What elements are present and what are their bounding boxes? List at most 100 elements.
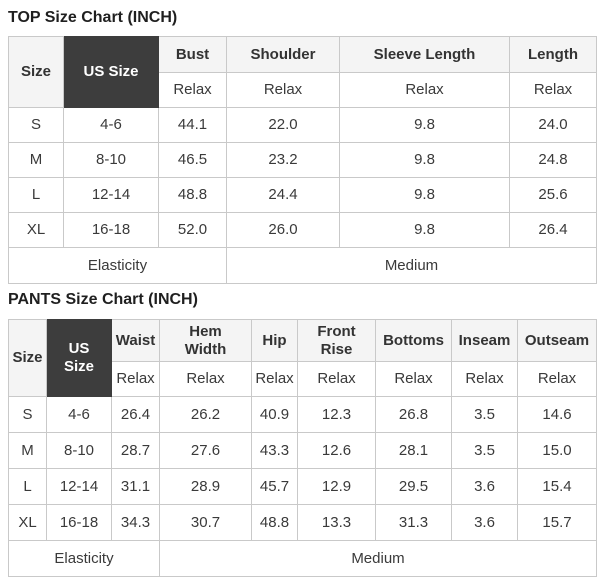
value-cell: 48.8	[251, 504, 298, 541]
pants-row-m: M 8-10 28.7 27.6 43.3 12.6 28.1 3.5 15.0	[8, 432, 597, 469]
us-size-cell: 8-10	[46, 432, 112, 469]
relax-cell: Relax	[297, 361, 376, 397]
elasticity-value-cell: Medium	[226, 247, 597, 284]
relax-cell: Relax	[159, 361, 252, 397]
value-cell: 52.0	[158, 212, 227, 248]
value-cell: 12.9	[297, 468, 376, 505]
us-size-cell: 12-14	[46, 468, 112, 505]
pants-col-header-front-rise: Front Rise	[297, 319, 376, 362]
size-cell: S	[8, 107, 64, 143]
top-col-header-size: Size	[8, 36, 64, 108]
value-cell: 29.5	[375, 468, 452, 505]
top-row-l: L 12-14 48.8 24.4 9.8 25.6	[8, 177, 597, 213]
relax-cell: Relax	[451, 361, 518, 397]
value-cell: 14.6	[517, 396, 597, 433]
value-cell: 26.4	[509, 212, 597, 248]
value-cell: 46.5	[158, 142, 227, 178]
pants-relax-row: Relax Relax Relax Relax Relax Relax Rela…	[9, 361, 597, 397]
value-cell: 24.0	[509, 107, 597, 143]
top-col-header-length: Length	[509, 36, 597, 73]
relax-cell: Relax	[111, 361, 160, 397]
us-size-cell: 4-6	[46, 396, 112, 433]
value-cell: 3.6	[451, 504, 518, 541]
size-cell: XL	[8, 212, 64, 248]
relax-cell: Relax	[509, 72, 597, 108]
value-cell: 26.4	[111, 396, 160, 433]
size-cell: M	[8, 432, 47, 469]
value-cell: 12.3	[297, 396, 376, 433]
relax-cell: Relax	[517, 361, 597, 397]
value-cell: 9.8	[339, 212, 510, 248]
value-cell: 15.0	[517, 432, 597, 469]
value-cell: 9.8	[339, 107, 510, 143]
value-cell: 3.5	[451, 396, 518, 433]
us-size-cell: 12-14	[63, 177, 159, 213]
value-cell: 24.4	[226, 177, 340, 213]
pants-chart-title: PANTS Size Chart (INCH)	[8, 291, 198, 308]
value-cell: 26.2	[159, 396, 252, 433]
top-row-s: S 4-6 44.1 22.0 9.8 24.0	[8, 107, 597, 143]
size-cell: S	[8, 396, 47, 433]
elasticity-label-cell: Elasticity	[8, 540, 160, 577]
value-cell: 3.5	[451, 432, 518, 469]
value-cell: 31.1	[111, 468, 160, 505]
pants-row-l: L 12-14 31.1 28.9 45.7 12.9 29.5 3.6 15.…	[8, 468, 597, 505]
pants-elasticity-row: Elasticity Medium	[8, 540, 597, 577]
pants-col-header-us-size: US Size	[46, 319, 112, 397]
pants-size-chart-table: Size US Size Waist Hem Width Hip Front R…	[8, 319, 597, 577]
value-cell: 45.7	[251, 468, 298, 505]
value-cell: 28.7	[111, 432, 160, 469]
pants-col-header-bottoms: Bottoms	[375, 319, 452, 362]
top-elasticity-row: Elasticity Medium	[8, 247, 597, 284]
top-size-chart-table: Size US Size Bust Shoulder Sleeve Length…	[8, 36, 597, 284]
value-cell: 28.1	[375, 432, 452, 469]
value-cell: 9.8	[339, 142, 510, 178]
us-size-cell: 16-18	[46, 504, 112, 541]
pants-col-header-inseam: Inseam	[451, 319, 518, 362]
value-cell: 24.8	[509, 142, 597, 178]
value-cell: 15.7	[517, 504, 597, 541]
pants-col-header-waist: Waist	[111, 319, 160, 362]
value-cell: 27.6	[159, 432, 252, 469]
size-cell: L	[8, 468, 47, 505]
size-cell: XL	[8, 504, 47, 541]
value-cell: 12.6	[297, 432, 376, 469]
value-cell: 25.6	[509, 177, 597, 213]
elasticity-value-cell: Medium	[159, 540, 597, 577]
value-cell: 15.4	[517, 468, 597, 505]
top-row-xl: XL 16-18 52.0 26.0 9.8 26.4	[8, 212, 597, 248]
value-cell: 30.7	[159, 504, 252, 541]
us-size-cell: 4-6	[63, 107, 159, 143]
value-cell: 26.8	[375, 396, 452, 433]
pants-col-header-size: Size	[8, 319, 47, 397]
value-cell: 43.3	[251, 432, 298, 469]
us-size-cell: 8-10	[63, 142, 159, 178]
value-cell: 48.8	[158, 177, 227, 213]
pants-header-row: Size US Size Waist Hem Width Hip Front R…	[8, 319, 597, 397]
relax-cell: Relax	[158, 72, 227, 108]
top-col-header-bust: Bust	[158, 36, 227, 73]
pants-row-xl: XL 16-18 34.3 30.7 48.8 13.3 31.3 3.6 15…	[8, 504, 597, 541]
pants-row-s: S 4-6 26.4 26.2 40.9 12.3 26.8 3.5 14.6	[8, 396, 597, 433]
top-col-header-shoulder: Shoulder	[226, 36, 340, 73]
value-cell: 26.0	[226, 212, 340, 248]
relax-cell: Relax	[226, 72, 340, 108]
value-cell: 31.3	[375, 504, 452, 541]
pants-col-header-outseam: Outseam	[517, 319, 597, 362]
top-row-m: M 8-10 46.5 23.2 9.8 24.8	[8, 142, 597, 178]
pants-col-header-hip: Hip	[251, 319, 298, 362]
value-cell: 9.8	[339, 177, 510, 213]
relax-cell: Relax	[339, 72, 510, 108]
top-col-header-sleeve-length: Sleeve Length	[339, 36, 510, 73]
value-cell: 28.9	[159, 468, 252, 505]
value-cell: 34.3	[111, 504, 160, 541]
relax-cell: Relax	[251, 361, 298, 397]
value-cell: 23.2	[226, 142, 340, 178]
top-chart-title: TOP Size Chart (INCH)	[8, 9, 178, 26]
top-relax-row: Relax Relax Relax Relax	[9, 72, 597, 108]
elasticity-label-cell: Elasticity	[8, 247, 227, 284]
pants-col-header-hem-width: Hem Width	[159, 319, 252, 362]
value-cell: 44.1	[158, 107, 227, 143]
top-col-header-us-size: US Size	[63, 36, 159, 108]
